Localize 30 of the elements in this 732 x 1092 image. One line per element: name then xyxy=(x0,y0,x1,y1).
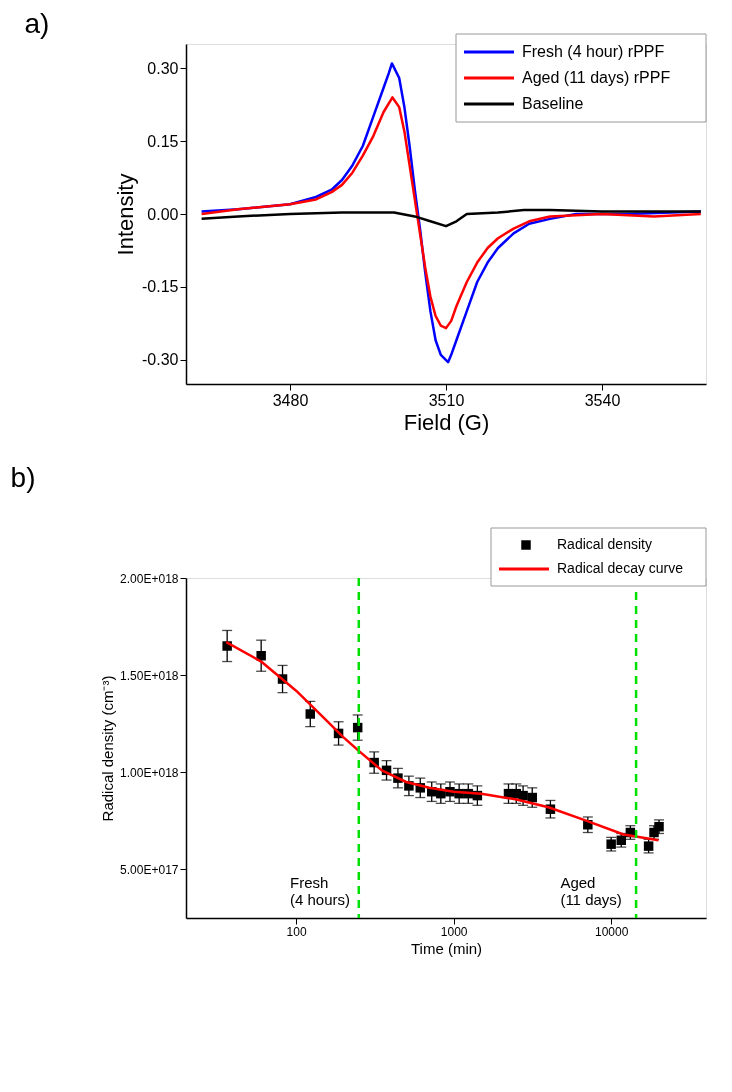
x-tick-label: 10000 xyxy=(594,924,629,939)
line-series xyxy=(200,96,703,330)
x-tick-label: 1000 xyxy=(440,924,468,939)
y-tick-label: 0.00 xyxy=(147,205,179,223)
y-tick-label: 5.00E+017 xyxy=(120,862,179,877)
x-tick-label: 3480 xyxy=(272,391,309,409)
legend-label: Baseline xyxy=(522,95,584,112)
y-tick-label: -0.15 xyxy=(142,278,179,296)
x-tick-label: 100 xyxy=(286,924,307,939)
annotation: Aged (11 days) xyxy=(560,873,622,908)
y-axis-title: Intensity xyxy=(113,173,139,256)
y-axis-title: Radical density (cm⁻³) xyxy=(99,675,117,822)
legend-label: Radical density xyxy=(557,536,652,552)
x-axis-title: Time (min) xyxy=(410,939,483,957)
chart-title: a) xyxy=(24,7,50,39)
y-tick-label: 0.15 xyxy=(147,132,179,150)
line-series xyxy=(200,208,703,228)
legend-label: Aged (11 days) rPPF xyxy=(522,69,671,86)
y-tick-label: 1.00E+018 xyxy=(120,765,179,780)
x-axis-title: Field (G) xyxy=(403,409,490,435)
y-tick-label: 0.30 xyxy=(147,59,179,77)
y-tick-label: -0.30 xyxy=(142,351,179,369)
x-tick-label: 3540 xyxy=(584,391,621,409)
legend-label: Fresh (4 hour) rPPF xyxy=(522,43,665,60)
y-tick-label: 1.50E+018 xyxy=(120,668,179,683)
legend-label: Radical decay curve xyxy=(557,560,684,576)
annotation: Fresh (4 hours) xyxy=(290,873,351,908)
chart-title: b) xyxy=(10,461,36,493)
x-tick-label: 3510 xyxy=(428,391,465,409)
y-tick-label: 2.00E+018 xyxy=(120,571,179,586)
